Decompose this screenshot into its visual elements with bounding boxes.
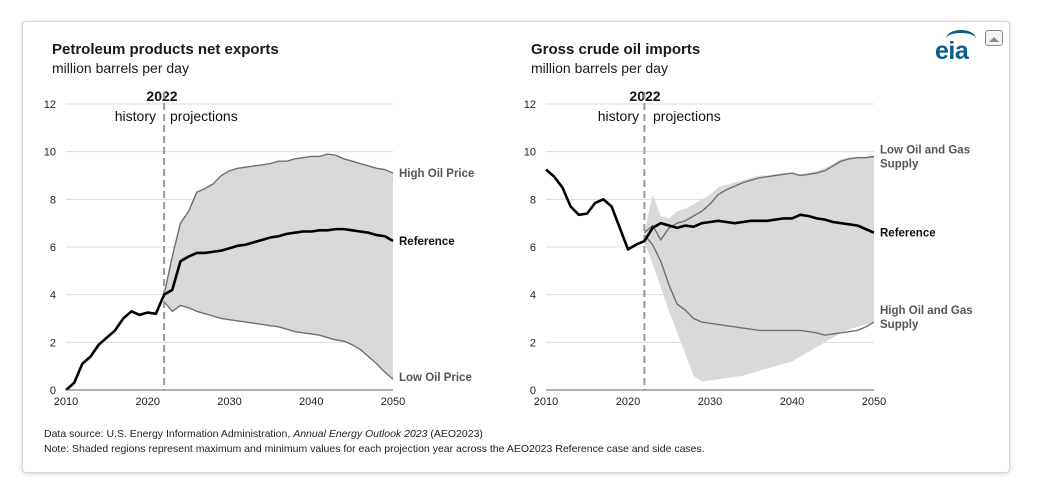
y-tick-label: 12: [44, 99, 56, 111]
right-projections-label: projections: [653, 108, 721, 124]
y-tick-label: 6: [530, 242, 536, 254]
series-line-low-oil-price: [163, 301, 394, 380]
left-chart-subtitle: million barrels per day: [52, 60, 189, 76]
series-label-high-oil-and-gas-supply: Supply: [880, 319, 919, 331]
data-source-note: Data source: U.S. Energy Information Adm…: [44, 428, 483, 440]
y-tick-label: 10: [44, 147, 56, 159]
x-tick-label: 2010: [534, 396, 558, 408]
eia-logo: eia: [935, 37, 969, 65]
x-tick-label: 2050: [862, 396, 886, 408]
y-tick-label: 2: [50, 337, 56, 349]
x-tick-label: 2040: [780, 396, 804, 408]
left-chart-title: Petroleum products net exports: [52, 41, 279, 58]
source-prefix: Data source: U.S. Energy Information Adm…: [44, 428, 294, 440]
series-line-reference: [65, 227, 394, 391]
right-chart-subtitle: million barrels per day: [531, 60, 668, 76]
left-projections-label: projections: [170, 108, 238, 124]
left-split-year: 2022: [146, 88, 177, 104]
series-label-reference: Reference: [399, 236, 455, 248]
series-label-low-oil-and-gas-supply: Supply: [880, 158, 919, 170]
series-label-high-oil-price: High Oil Price: [399, 168, 474, 180]
y-tick-label: 2: [530, 337, 536, 349]
y-tick-label: 8: [50, 194, 56, 206]
x-tick-label: 2040: [299, 396, 323, 408]
series-label-low-oil-and-gas-supply: Low Oil and Gas: [880, 144, 970, 156]
y-tick-label: 0: [530, 385, 536, 397]
right-chart-title: Gross crude oil imports: [531, 41, 700, 58]
source-title: Annual Energy Outlook 2023: [293, 428, 428, 440]
projection-range-band: [644, 156, 874, 382]
series-line-high-oil-price: [163, 153, 394, 295]
x-tick-label: 2030: [217, 396, 241, 408]
series-line-reference: [545, 168, 875, 251]
left-chart-plot: 0 2 4 6 8 10 12 2010 2020 2030 2040 2050 High Oil Pr…: [44, 92, 474, 408]
y-tick-label: 10: [524, 147, 536, 159]
right-chart-plot: 0 2 4 6 8 10 12 2010 2020 2030 2040 2050 Low Oil and…: [524, 92, 973, 408]
series-label-high-oil-and-gas-supply: High Oil and Gas: [880, 305, 973, 317]
source-suffix: (AEO2023): [427, 428, 483, 440]
y-tick-label: 8: [530, 194, 536, 206]
x-tick-label: 2020: [136, 396, 160, 408]
y-tick-label: 12: [524, 99, 536, 111]
right-history-label: history: [598, 108, 639, 124]
image-icon[interactable]: [985, 30, 1003, 46]
x-tick-label: 2030: [698, 396, 722, 408]
series-line-low-oil-and-gas-supply: [643, 155, 875, 242]
y-tick-label: 6: [50, 242, 56, 254]
y-tick-label: 4: [50, 290, 56, 302]
x-tick-label: 2050: [381, 396, 405, 408]
x-tick-label: 2010: [54, 396, 78, 408]
series-label-reference: Reference: [880, 228, 936, 240]
y-tick-label: 4: [530, 290, 536, 302]
series-label-low-oil-price: Low Oil Price: [399, 372, 472, 384]
left-history-label: history: [115, 108, 156, 124]
series-line-high-oil-and-gas-supply: [643, 234, 875, 336]
projection-range-band: [164, 154, 393, 380]
shading-note: Note: Shaded regions represent maximum a…: [44, 443, 705, 455]
y-tick-label: 0: [50, 385, 56, 397]
eia-logo-arc: [946, 30, 976, 47]
x-tick-label: 2020: [616, 396, 640, 408]
